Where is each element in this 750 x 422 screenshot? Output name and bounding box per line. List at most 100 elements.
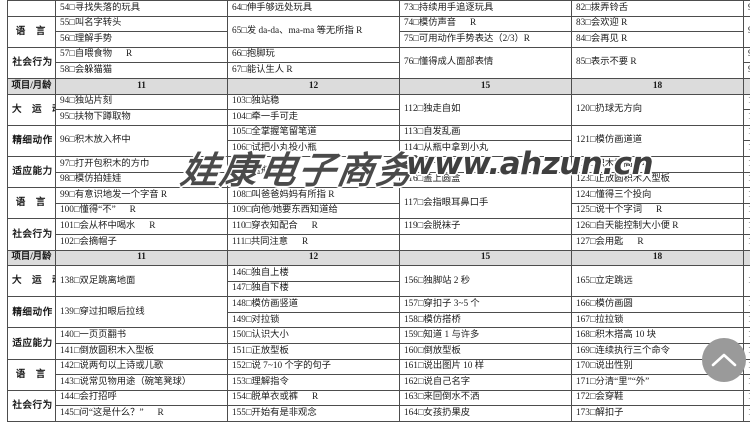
milestone-cell[interactable]: 176□会拧螺丝: [744, 312, 750, 328]
milestone-cell[interactable]: 164□女孩扔果皮: [400, 406, 572, 422]
milestone-cell[interactable]: 73□持续用手追逐玩具: [400, 1, 572, 17]
scroll-to-top-button[interactable]: [702, 338, 746, 382]
milestone-cell[interactable]: 65□发 da-da、ma-ma 等无所指 R: [228, 16, 400, 47]
milestone-cell[interactable]: 98□模仿拍娃娃: [56, 172, 228, 188]
milestone-cell[interactable]: 66□抱脚玩: [228, 47, 400, 63]
milestone-cell[interactable]: 97□打开包积木的方巾: [56, 156, 228, 172]
milestone-cell[interactable]: 152□说 7~10 个字的句子: [228, 359, 400, 375]
milestone-cell[interactable]: 162□说自己名字: [400, 375, 572, 391]
milestone-cell[interactable]: 117□会指眼耳鼻口手: [400, 188, 572, 219]
milestone-cell[interactable]: 167□拉拉锁: [572, 312, 744, 328]
milestone-cell[interactable]: 161□说出图片 10 样: [400, 359, 572, 375]
milestone-cell[interactable]: 120□扔球无方向: [572, 94, 744, 125]
milestone-cell[interactable]: 96□积木放入杯中: [56, 125, 228, 156]
milestone-cell[interactable]: 112□独走自如: [400, 94, 572, 125]
milestone-cell[interactable]: 116□盖上圆盒: [400, 172, 572, 188]
milestone-cell[interactable]: 105□全掌握笔留笔道: [228, 125, 400, 141]
milestone-cell[interactable]: 107□盖瓶盖: [228, 156, 400, 187]
milestone-cell[interactable]: 56□理解手势: [56, 32, 228, 48]
milestone-cell[interactable]: 126□白天能控制大小便 R: [572, 219, 744, 235]
milestone-cell[interactable]: 139□穿过扣眼后拉线: [56, 297, 228, 328]
milestone-cell[interactable]: 144□会打招呼: [56, 390, 228, 406]
milestone-cell[interactable]: 124□懂得三个投向: [572, 188, 744, 204]
milestone-cell[interactable]: 130□水晶线穿扣眼: [744, 125, 750, 141]
milestone-cell[interactable]: 138□双足跳离地面: [56, 266, 228, 297]
milestone-cell[interactable]: 113□自发乱画: [400, 125, 572, 141]
milestone-cell[interactable]: 114□从瓶中拿到小丸: [400, 141, 572, 157]
milestone-cell[interactable]: 160□倒放型板: [400, 344, 572, 360]
milestone-cell[interactable]: 131□模仿拉拉锁: [744, 141, 750, 157]
milestone-cell[interactable]: 99□有意识地发一个字音 R: [56, 188, 228, 204]
milestone-cell[interactable]: 148□模仿画竖道: [228, 297, 400, 313]
milestone-cell[interactable]: 147□独自下楼: [228, 281, 400, 297]
milestone-cell[interactable]: 109□向他/她要东西知道给: [228, 203, 400, 219]
milestone-cell[interactable]: 174□双脚交替跳: [744, 266, 750, 297]
milestone-cell[interactable]: 155□开始有是非观念: [228, 406, 400, 422]
milestone-cell[interactable]: 102□会摘帽子: [56, 234, 228, 250]
milestone-cell[interactable]: 82□拨弄铃舌: [572, 1, 744, 17]
milestone-cell[interactable]: 129□扶栏上楼: [744, 110, 750, 126]
milestone-cell[interactable]: 122□积木搭高四块: [572, 156, 744, 172]
milestone-cell[interactable]: 182□扣扣子: [744, 406, 750, 422]
milestone-cell[interactable]: 149□对拉锁: [228, 312, 400, 328]
milestone-cell[interactable]: 100□懂得“不”R: [56, 203, 228, 219]
milestone-cell[interactable]: 142□说两句以上诗或儿歌: [56, 359, 228, 375]
milestone-cell[interactable]: 85□表示不要 R: [572, 47, 744, 78]
milestone-cell[interactable]: 135□说 3~5 个字句子 R: [744, 203, 750, 219]
milestone-cell[interactable]: 175□模仿画交叉线: [744, 297, 750, 313]
milestone-cell[interactable]: 157□穿扣子 3~5 个: [400, 297, 572, 313]
milestone-cell[interactable]: 136□能表示个人需要 R: [744, 219, 750, 235]
milestone-cell[interactable]: 172□会穿鞋: [572, 390, 744, 406]
milestone-cell[interactable]: 151□正放型板: [228, 344, 400, 360]
milestone-cell[interactable]: 165□立定跳远: [572, 266, 744, 297]
milestone-cell[interactable]: 140□一页页翻书: [56, 328, 228, 344]
milestone-cell[interactable]: 93□按指令取东西: [744, 63, 750, 79]
milestone-cell[interactable]: 104□牵一手可走: [228, 110, 400, 126]
milestone-cell[interactable]: 181□懂得“饿了、冷了、累了”: [744, 390, 750, 406]
milestone-cell[interactable]: 64□伸手够远处玩具: [228, 1, 400, 17]
milestone-cell[interactable]: 76□懂得成人面部表情: [400, 47, 572, 78]
milestone-cell[interactable]: 58□会躲猫猫: [56, 63, 228, 79]
milestone-cell[interactable]: 134□回答简单问题: [744, 188, 750, 204]
milestone-cell[interactable]: 91□模仿发语声R: [744, 16, 750, 47]
milestone-cell[interactable]: 95□扶物下蹲取物: [56, 110, 228, 126]
milestone-cell[interactable]: 145□问“这是什么？”R: [56, 406, 228, 422]
milestone-cell[interactable]: 163□来回倒水不洒: [400, 390, 572, 406]
milestone-cell[interactable]: [400, 234, 572, 250]
milestone-cell[interactable]: 54□寻找失落的玩具: [56, 1, 228, 17]
milestone-cell[interactable]: 132□积木搭高 7~8 块: [744, 156, 750, 172]
milestone-cell[interactable]: 150□认识大小: [228, 328, 400, 344]
milestone-cell[interactable]: 158□模仿搭桥: [400, 312, 572, 328]
milestone-cell[interactable]: 128□脚尖走R: [744, 94, 750, 110]
milestone-cell[interactable]: 90□ 寻找盒内东西: [744, 1, 750, 17]
milestone-cell[interactable]: 108□叫爸爸妈妈有所指 R: [228, 188, 400, 204]
milestone-cell[interactable]: 143□说常见物用途（碗笔凳球）: [56, 375, 228, 391]
milestone-cell[interactable]: 146□独自上楼: [228, 266, 400, 282]
milestone-cell[interactable]: 75□可用动作手势表达（2/3）R: [400, 32, 572, 48]
milestone-cell[interactable]: 121□模仿画道道: [572, 125, 744, 156]
milestone-cell[interactable]: 92□懂得常见物及人名称: [744, 47, 750, 63]
milestone-cell[interactable]: 159□知道 1 与许多: [400, 328, 572, 344]
milestone-cell[interactable]: 119□会脱袜子: [400, 219, 572, 235]
milestone-cell[interactable]: 67□能认生人 R: [228, 63, 400, 79]
milestone-cell[interactable]: 83□会欢迎 R: [572, 16, 744, 32]
milestone-cell[interactable]: 106□试把小丸投小瓶: [228, 141, 400, 157]
milestone-cell[interactable]: 141□倒放圆积木入型板: [56, 344, 228, 360]
milestone-cell[interactable]: 94□独站片刻: [56, 94, 228, 110]
milestone-cell[interactable]: 180□发音基本清楚: [744, 375, 750, 391]
milestone-cell[interactable]: 156□独脚站 2 秒: [400, 266, 572, 297]
milestone-cell[interactable]: 166□模仿画圆: [572, 297, 744, 313]
milestone-cell[interactable]: 103□独站稳: [228, 94, 400, 110]
milestone-cell[interactable]: 123□正放圆积木入型板: [572, 172, 744, 188]
milestone-cell[interactable]: 137□想象性游戏R: [744, 234, 750, 250]
milestone-cell[interactable]: 115□翻书二页: [400, 156, 572, 172]
milestone-cell[interactable]: 55□叫名字转头: [56, 16, 228, 32]
